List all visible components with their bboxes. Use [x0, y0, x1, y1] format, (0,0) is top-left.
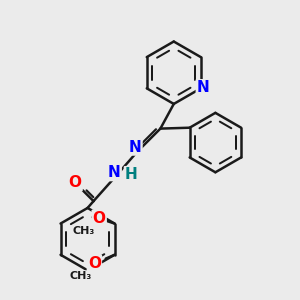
Text: O: O	[88, 256, 101, 271]
Text: N: N	[129, 140, 142, 154]
Text: O: O	[69, 175, 82, 190]
Text: CH₃: CH₃	[69, 271, 91, 281]
Text: N: N	[108, 165, 121, 180]
Text: O: O	[93, 211, 106, 226]
Text: N: N	[197, 80, 210, 95]
Text: H: H	[125, 167, 138, 182]
Text: CH₃: CH₃	[73, 226, 95, 236]
